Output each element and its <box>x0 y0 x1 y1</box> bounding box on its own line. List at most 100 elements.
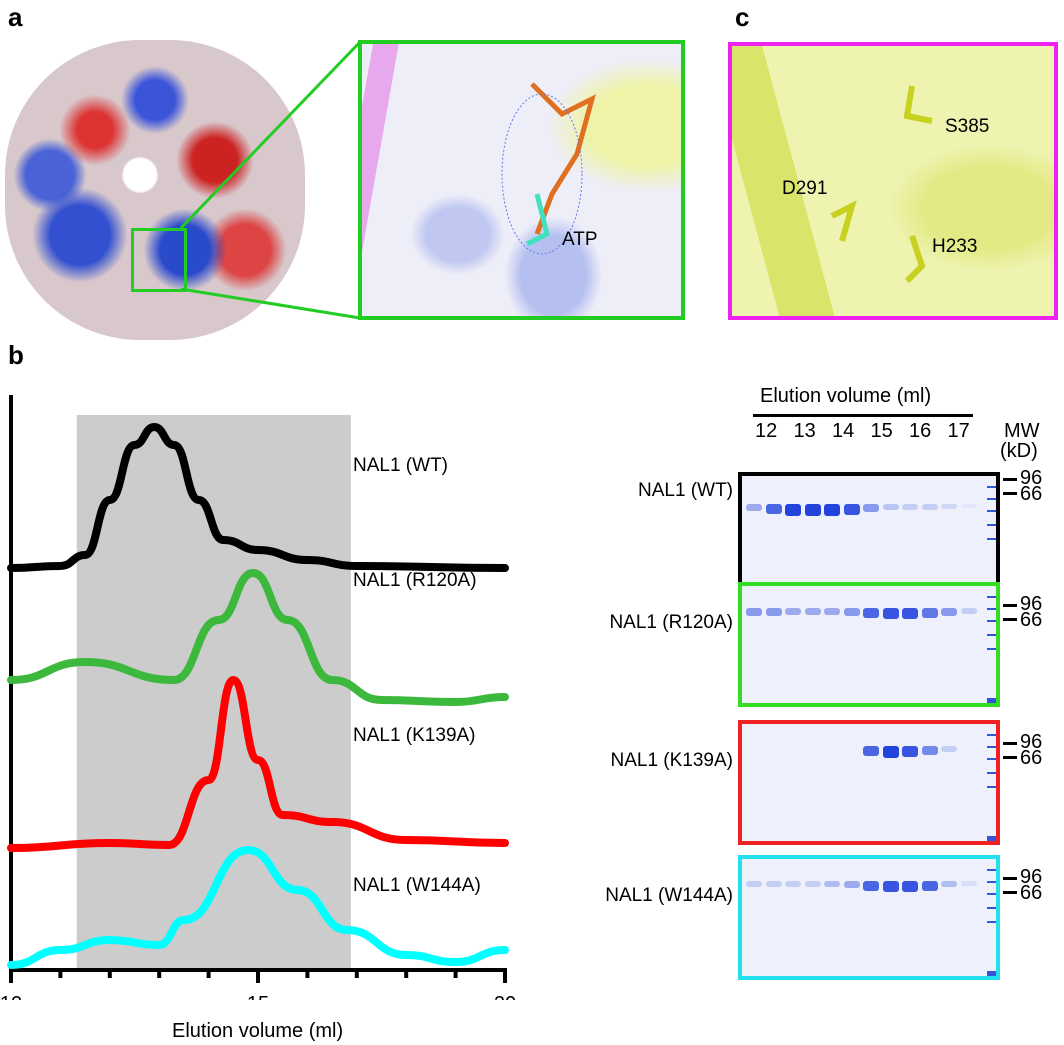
protein-band <box>804 504 821 516</box>
zoom-box <box>131 228 187 292</box>
ladder-band <box>987 836 996 841</box>
mw-marker-label: 66 <box>1020 609 1043 631</box>
protein-band <box>804 608 821 616</box>
protein-band <box>785 608 801 616</box>
gel-image <box>738 855 1000 980</box>
protein-band <box>921 504 938 510</box>
mw-tick <box>1003 756 1017 759</box>
protein-band <box>902 608 918 620</box>
lane-label: 12 <box>755 420 778 442</box>
trace-line <box>7 568 509 707</box>
trace-line <box>7 422 509 572</box>
protein-band <box>746 881 762 887</box>
residue-label: D291 <box>782 178 828 199</box>
lane-label: 17 <box>947 420 970 442</box>
mw-marker-label: 96 <box>1020 866 1043 888</box>
atp-binding-site-image: ATP <box>358 40 685 320</box>
mw-tick <box>1003 492 1017 495</box>
protein-band <box>765 504 782 515</box>
ladder-band <box>987 510 996 512</box>
gel-image <box>738 720 1000 845</box>
mw-marker-label: 96 <box>1020 467 1043 489</box>
ladder-band <box>987 620 996 622</box>
gel-image <box>738 582 1000 707</box>
residue-label: H233 <box>932 236 978 257</box>
protein-band <box>785 881 801 887</box>
protein-band <box>843 881 860 889</box>
x-tick-label: 10 <box>0 993 22 1000</box>
series-label: NAL1 (K139A) <box>353 725 476 746</box>
gel-header: Elution volume (ml) <box>760 385 932 407</box>
protein-band <box>882 881 899 893</box>
protein-band <box>882 746 899 758</box>
x-tick-label: 20 <box>494 993 516 1000</box>
zoom-lines <box>179 40 362 320</box>
protein-band <box>863 881 879 892</box>
ladder-band <box>987 498 996 500</box>
atp-label: ATP <box>562 229 598 250</box>
mw-tick <box>1003 618 1017 621</box>
shaded-region <box>76 415 351 970</box>
protein-band <box>843 608 860 616</box>
protein-band <box>746 608 762 616</box>
ladder-band <box>987 634 996 636</box>
gel-row-label: NAL1 (WT) <box>638 480 733 501</box>
ladder-band <box>987 698 996 703</box>
protein-band <box>882 504 899 510</box>
mw-unit: (kD) <box>1000 440 1038 462</box>
protein-band <box>843 504 860 516</box>
ladder-band <box>987 869 996 871</box>
panel-label-a: a <box>8 2 23 32</box>
series-label: NAL1 (W144A) <box>353 875 481 896</box>
protein-band <box>960 881 977 886</box>
protein-band <box>863 608 879 619</box>
active-site-image: S385 D291 H233 <box>728 42 1058 320</box>
protein-band <box>824 504 840 516</box>
elution-chart: 10 15 20 <box>0 395 516 1000</box>
mw-marker-label: 96 <box>1020 731 1043 753</box>
panel-label-c: c <box>735 2 750 32</box>
mw-marker-label: 66 <box>1020 882 1043 904</box>
protein-band <box>765 608 782 616</box>
mw-tick <box>1003 891 1017 894</box>
ladder-band <box>987 921 996 923</box>
protein-band <box>804 881 821 887</box>
protein-band <box>824 881 840 888</box>
protein-band <box>882 608 899 620</box>
gel-header-rule <box>753 414 973 417</box>
protein-band <box>863 746 879 757</box>
mw-marker-label: 66 <box>1020 483 1043 505</box>
trace-line <box>7 675 509 852</box>
ladder-band <box>987 971 996 976</box>
trace-line <box>7 845 509 969</box>
mw-title: MW <box>1004 420 1040 442</box>
ladder-band <box>987 734 996 736</box>
protein-band <box>902 746 918 758</box>
protein-band <box>941 504 957 510</box>
lane-label: 14 <box>832 420 855 442</box>
gel-image <box>738 472 1000 600</box>
ladder-band <box>987 881 996 883</box>
mw-tick <box>1003 604 1017 607</box>
protein-band <box>960 504 977 509</box>
protein-band <box>785 504 801 516</box>
protein-band <box>902 504 918 510</box>
protein-band <box>941 746 957 752</box>
mw-marker-label: 66 <box>1020 747 1043 769</box>
ladder-band <box>987 524 996 526</box>
ladder-band <box>987 538 996 540</box>
ladder-band <box>987 758 996 760</box>
gel-row-label: NAL1 (R120A) <box>609 612 733 633</box>
mw-marker-label: 96 <box>1020 593 1043 615</box>
protein-band <box>921 746 938 755</box>
ladder-band <box>987 786 996 788</box>
gel-row-label: NAL1 (W144A) <box>605 885 733 906</box>
protein-band <box>765 881 782 887</box>
protein-band <box>902 881 918 893</box>
ladder-band <box>987 772 996 774</box>
protein-band <box>960 608 977 614</box>
gel-row-label: NAL1 (K139A) <box>610 750 733 771</box>
x-tick-label: 15 <box>247 993 269 1000</box>
series-label: NAL1 (R120A) <box>353 570 477 591</box>
